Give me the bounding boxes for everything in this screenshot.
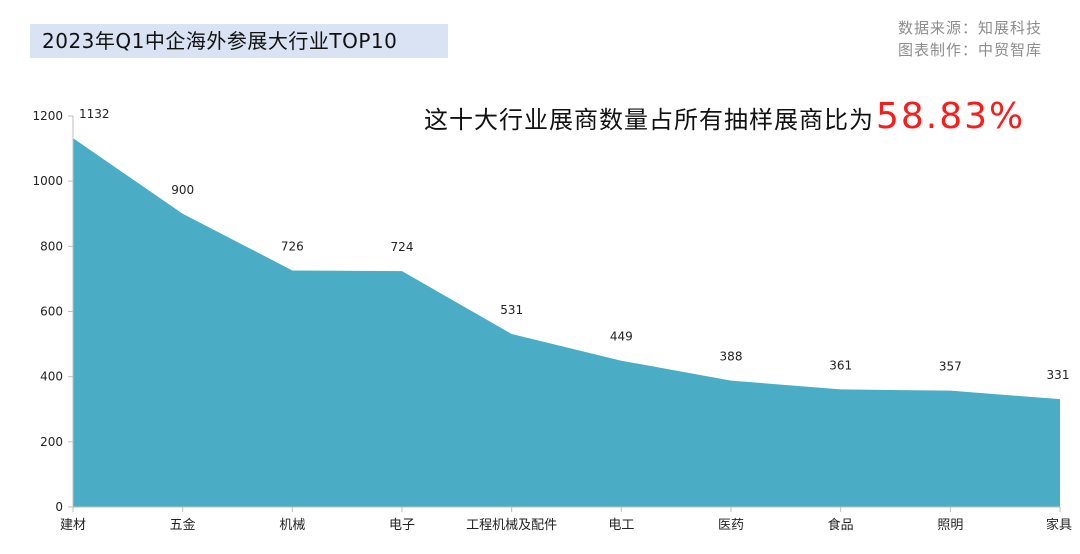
x-tick-label: 电子 — [389, 518, 415, 533]
y-tick-label: 0 — [55, 500, 63, 514]
x-tick-label: 五金 — [170, 517, 196, 533]
x-tick-label: 建材 — [60, 518, 86, 533]
source-line-data: 数据来源：知展科技 — [897, 19, 1042, 37]
data-label: 1132 — [79, 107, 110, 121]
x-tick-label: 工程机械及配件 — [466, 518, 557, 533]
data-label: 357 — [939, 360, 962, 374]
data-label: 726 — [281, 239, 304, 253]
share-percent: 58.83% — [876, 96, 1026, 137]
data-label: 900 — [171, 183, 194, 197]
share-annotation-text: 这十大行业展商数量占所有抽样展商比为 — [424, 106, 874, 134]
y-tick-label: 200 — [40, 435, 63, 449]
y-tick-label: 800 — [40, 239, 63, 253]
x-tick-label: 家具 — [1046, 517, 1072, 533]
data-label: 331 — [1047, 368, 1070, 382]
source-note: 数据来源：知展科技 图表制作：中贸智库 — [898, 17, 1042, 61]
area-series — [73, 138, 1060, 507]
data-label: 724 — [391, 240, 414, 254]
y-tick-label: 600 — [40, 305, 63, 319]
data-label: 531 — [500, 303, 523, 317]
x-tick-label: 医药 — [718, 518, 744, 533]
source-line-maker: 图表制作：中贸智库 — [897, 41, 1042, 59]
x-tick-label: 照明 — [937, 518, 963, 533]
chart-title: 2023年Q1中企海外参展大行业TOP10 — [30, 24, 448, 58]
data-label: 361 — [829, 358, 852, 372]
y-tick-label: 400 — [40, 370, 63, 384]
x-tick-label: 机械 — [279, 518, 305, 533]
data-label: 449 — [610, 330, 633, 344]
x-tick-label: 食品 — [828, 517, 854, 533]
share-annotation: 这十大行业展商数量占所有抽样展商比为58.83% — [424, 96, 1025, 137]
y-tick-label: 1200 — [32, 109, 63, 123]
data-label: 388 — [720, 350, 743, 364]
x-tick-label: 电工 — [608, 518, 634, 533]
y-tick-label: 1000 — [32, 174, 63, 188]
